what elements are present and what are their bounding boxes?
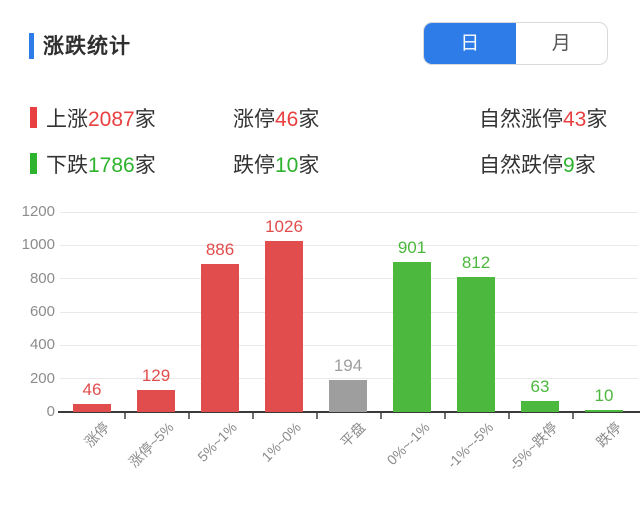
x-axis-label: 1%~0% [258, 419, 305, 465]
stat-unit: 家 [134, 108, 156, 131]
y-axis-label: 1200 [21, 203, 55, 220]
gridline-600 [60, 311, 638, 313]
x-axis-label: 0%~-1% [383, 419, 433, 469]
bar-value-label: 886 [205, 240, 235, 259]
tab-month[interactable]: 月 [516, 23, 608, 64]
stat-value: 10 [275, 154, 299, 177]
x-axis-tick [572, 413, 574, 419]
up-marker-icon [30, 107, 37, 128]
bar-value-label: 63 [530, 377, 550, 396]
stat-natural-limit-down: 自然跌停9家 [479, 149, 596, 179]
bar-value-label: 812 [461, 253, 491, 272]
bar-value-label: 129 [141, 366, 171, 385]
x-axis-label: 5%~1% [194, 419, 241, 465]
chart-bar-3[interactable] [265, 241, 303, 412]
bar-value-label: 10 [594, 386, 614, 405]
page-title: 涨跌统计 [43, 35, 131, 58]
chart-bar-8[interactable] [585, 410, 623, 412]
x-axis-tick [380, 413, 382, 419]
stat-value: 1786 [88, 154, 135, 177]
chart-bar-2[interactable] [201, 264, 239, 412]
title-accent-bar [29, 33, 34, 59]
chart-bar-5[interactable] [393, 262, 431, 412]
summary-row-down: 下跌1786家 跌停10家 自然跌停9家 [0, 149, 640, 179]
chart-bar-7[interactable] [521, 401, 559, 412]
stat-unit: 家 [298, 108, 320, 131]
gridline-400 [60, 344, 638, 346]
chart-bar-0[interactable] [73, 404, 111, 412]
stat-label: 下跌 [46, 154, 88, 177]
x-axis-tick [508, 413, 510, 419]
x-axis-tick [252, 413, 254, 419]
gridline-200 [60, 378, 638, 380]
chart-bar-1[interactable] [137, 390, 175, 412]
stat-unit: 家 [586, 108, 608, 131]
x-axis-line [58, 411, 640, 413]
tab-day[interactable]: 日 [424, 23, 516, 64]
bar-value-label: 194 [333, 356, 363, 375]
x-axis-label: 涨停 [81, 419, 113, 451]
y-axis-label: 400 [29, 336, 55, 354]
y-axis-label: 600 [29, 303, 55, 320]
y-axis-label: 1000 [21, 236, 55, 254]
chart-bar-6[interactable] [457, 277, 495, 412]
stat-label: 自然跌停 [479, 154, 563, 177]
stat-decliners: 下跌1786家 [30, 149, 156, 179]
stat-unit: 家 [298, 154, 320, 177]
period-toggle: 日 月 [423, 22, 608, 65]
stat-label: 跌停 [233, 154, 275, 177]
stat-unit: 家 [574, 154, 596, 177]
x-axis-label: -1%~-5% [444, 419, 497, 472]
x-axis-label: 跌停 [593, 419, 625, 451]
gridline-1000 [60, 244, 638, 246]
stat-label: 上涨 [46, 108, 88, 131]
bar-value-label: 901 [397, 238, 427, 257]
gridline-1200 [60, 211, 638, 213]
x-axis-tick [188, 413, 190, 419]
stat-natural-limit-up: 自然涨停43家 [479, 103, 607, 133]
x-axis-tick [444, 413, 446, 419]
y-axis-label: 800 [29, 269, 55, 287]
stat-limit-up: 涨停46家 [233, 103, 319, 133]
stat-value: 46 [275, 108, 299, 131]
stat-limit-down: 跌停10家 [233, 149, 319, 179]
summary-row-up: 上涨2087家 涨停46家 自然涨停43家 [0, 103, 640, 133]
bar-value-label: 46 [82, 380, 102, 399]
bar-value-label: 1026 [265, 217, 303, 236]
down-marker-icon [30, 153, 37, 174]
gridline-800 [60, 278, 638, 280]
stat-unit: 家 [134, 154, 156, 177]
stat-label: 涨停 [233, 108, 275, 131]
chart-bar-4[interactable] [329, 380, 367, 412]
x-axis-tick [124, 413, 126, 419]
stat-label: 自然涨停 [479, 108, 563, 131]
x-axis-label: 平盘 [337, 419, 369, 451]
stat-value: 43 [563, 108, 587, 131]
x-axis-label: -5%~跌停 [505, 419, 561, 474]
stat-value: 9 [563, 154, 575, 177]
stat-advancers: 上涨2087家 [30, 103, 156, 133]
y-axis-label: 200 [29, 369, 55, 387]
x-axis-label: 涨停~5% [125, 419, 177, 471]
stat-value: 2087 [88, 108, 135, 131]
x-axis-tick [316, 413, 318, 419]
y-axis-label: 0 [46, 403, 55, 420]
